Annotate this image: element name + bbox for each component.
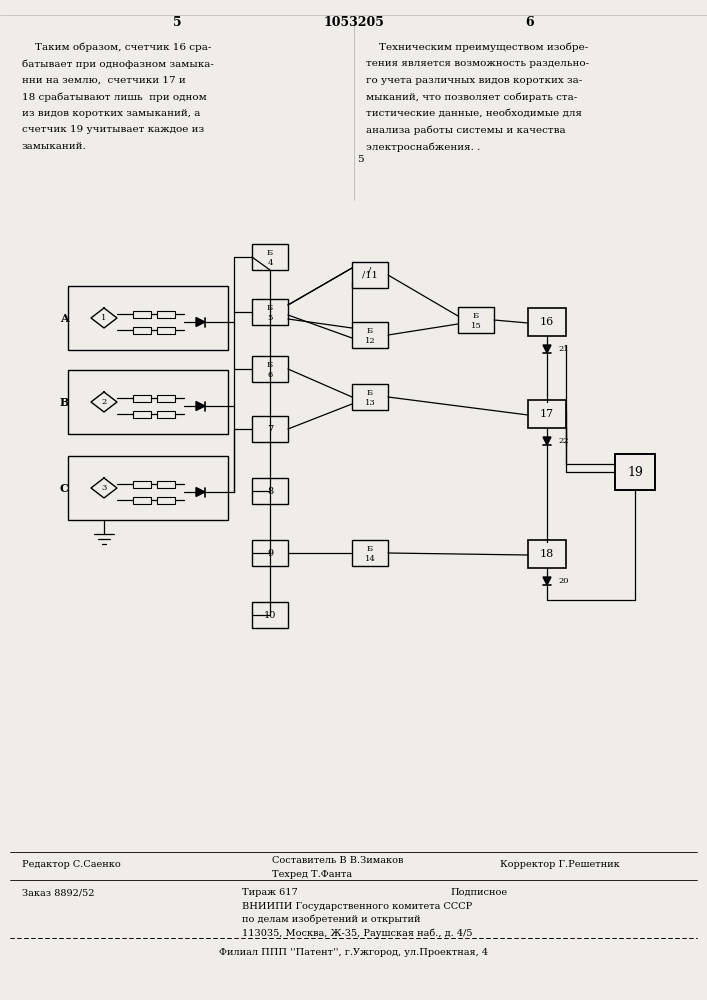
Polygon shape (196, 488, 205, 496)
Text: 5: 5 (173, 16, 181, 29)
Bar (352, 322, 388, 348)
Text: по делам изобретений и открытий: по делам изобретений и открытий (242, 915, 421, 924)
Bar (68, 370, 228, 434)
Bar (615, 454, 655, 490)
Text: Техническим преимуществом изобре-: Техническим преимуществом изобре- (366, 43, 588, 52)
Text: B: B (60, 396, 69, 408)
Bar (352, 540, 388, 566)
Text: Б: Б (267, 249, 273, 257)
Bar (133, 496, 151, 504)
Text: счетчик 19 учитывает каждое из: счетчик 19 учитывает каждое из (22, 125, 204, 134)
Text: Филиал ППП ''Патент'', г.Ужгород, ул.Проектная, 4: Филиал ППП ''Патент'', г.Ужгород, ул.Про… (219, 948, 489, 957)
Bar (252, 244, 288, 270)
Text: 17: 17 (540, 409, 554, 419)
Bar (133, 326, 151, 334)
Text: 6: 6 (267, 371, 273, 379)
Text: 18 срабатывают лишь  при одном: 18 срабатывают лишь при одном (22, 93, 206, 102)
Bar (157, 496, 175, 504)
Bar (528, 400, 566, 428)
Text: 10: 10 (264, 610, 276, 619)
Text: 6: 6 (526, 16, 534, 29)
Polygon shape (196, 318, 205, 326)
Bar (252, 356, 288, 382)
Text: Подписное: Подписное (450, 888, 507, 897)
Polygon shape (543, 437, 551, 445)
Bar (157, 410, 175, 418)
Bar (528, 540, 566, 568)
Text: Редактор С.Саенко: Редактор С.Саенко (22, 860, 121, 869)
Text: го учета различных видов коротких за-: го учета различных видов коротких за- (366, 76, 583, 85)
Text: Б: Б (367, 389, 373, 397)
Text: 13: 13 (365, 399, 375, 407)
Bar (133, 394, 151, 401)
Text: 2: 2 (101, 398, 107, 406)
Text: 20: 20 (558, 577, 568, 585)
Bar (157, 481, 175, 488)
Bar (252, 416, 288, 442)
Bar (458, 307, 494, 333)
Text: 5: 5 (267, 314, 273, 322)
Text: Б: Б (267, 304, 273, 312)
Text: 19: 19 (627, 466, 643, 479)
Bar (68, 286, 228, 350)
Bar (133, 310, 151, 318)
Bar (157, 310, 175, 318)
Polygon shape (543, 577, 551, 585)
Text: 1053205: 1053205 (324, 16, 385, 29)
Text: 7: 7 (267, 424, 273, 434)
Text: мыканий, что позволяет собирать ста-: мыканий, что позволяет собирать ста- (366, 93, 577, 102)
Text: Б: Б (267, 361, 273, 369)
Bar (252, 299, 288, 325)
Bar (157, 394, 175, 401)
Text: из видов коротких замыканий, а: из видов коротких замыканий, а (22, 109, 200, 118)
Bar (528, 308, 566, 336)
Bar (252, 540, 288, 566)
Text: анализа работы системы и качества: анализа работы системы и качества (366, 125, 566, 135)
Text: /11: /11 (362, 270, 378, 279)
Text: Корректор Г.Решетник: Корректор Г.Решетник (500, 860, 620, 869)
Text: Техред Т.Фанта: Техред Т.Фанта (272, 870, 352, 879)
Text: 15: 15 (471, 322, 481, 330)
Text: замыканий.: замыканий. (22, 142, 87, 151)
Text: 12: 12 (365, 337, 375, 345)
Text: Составитель В В.Зимаков: Составитель В В.Зимаков (272, 856, 404, 865)
Text: 14: 14 (365, 555, 375, 563)
Text: A: A (60, 312, 69, 324)
Text: 8: 8 (267, 487, 273, 495)
Text: 1: 1 (101, 314, 107, 322)
Text: тения является возможность раздельно-: тения является возможность раздельно- (366, 60, 589, 68)
Text: 4: 4 (267, 259, 273, 267)
Text: 9: 9 (267, 548, 273, 558)
Text: ВНИИПИ Государственного комитета СССР: ВНИИПИ Государственного комитета СССР (242, 902, 472, 911)
Text: C: C (60, 483, 69, 493)
Text: Таким образом, счетчик 16 сра-: Таким образом, счетчик 16 сра- (22, 43, 211, 52)
Text: 113035, Москва, Ж-35, Раушская наб., д. 4/5: 113035, Москва, Ж-35, Раушская наб., д. … (242, 928, 472, 938)
Bar (68, 456, 228, 520)
Bar (133, 481, 151, 488)
Polygon shape (196, 401, 205, 410)
Text: /: / (368, 266, 372, 275)
Bar (352, 384, 388, 410)
Text: Б: Б (473, 312, 479, 320)
Polygon shape (543, 345, 551, 353)
Text: Заказ 8892/52: Заказ 8892/52 (22, 888, 95, 897)
Bar (252, 478, 288, 504)
Bar (157, 326, 175, 334)
Text: Б: Б (367, 327, 373, 335)
Bar (252, 602, 288, 628)
Text: 22: 22 (558, 437, 568, 445)
Text: батывает при однофазном замыка-: батывает при однофазном замыка- (22, 60, 214, 69)
Text: нни на землю,  счетчики 17 и: нни на землю, счетчики 17 и (22, 76, 186, 85)
Text: 3: 3 (101, 484, 107, 492)
Text: электроснабжения. .: электроснабжения. . (366, 142, 480, 151)
Text: 21: 21 (558, 345, 568, 353)
Text: Б: Б (367, 545, 373, 553)
Text: 18: 18 (540, 549, 554, 559)
Text: 16: 16 (540, 317, 554, 327)
Bar (133, 410, 151, 418)
Bar (352, 262, 388, 288)
Text: 5: 5 (357, 155, 363, 164)
Text: тистические данные, необходимые для: тистические данные, необходимые для (366, 109, 582, 118)
Text: Тираж 617: Тираж 617 (242, 888, 298, 897)
